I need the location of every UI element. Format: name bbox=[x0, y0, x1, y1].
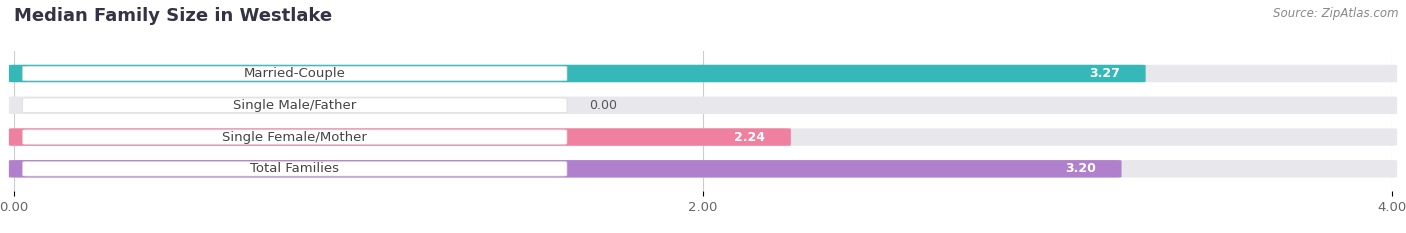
FancyBboxPatch shape bbox=[8, 96, 1398, 114]
FancyBboxPatch shape bbox=[8, 65, 1146, 82]
FancyBboxPatch shape bbox=[8, 128, 790, 146]
Text: Single Female/Mother: Single Female/Mother bbox=[222, 130, 367, 144]
Text: 3.27: 3.27 bbox=[1088, 67, 1119, 80]
Text: Married-Couple: Married-Couple bbox=[243, 67, 346, 80]
FancyBboxPatch shape bbox=[22, 98, 567, 113]
Text: Source: ZipAtlas.com: Source: ZipAtlas.com bbox=[1274, 7, 1399, 20]
Text: 3.20: 3.20 bbox=[1064, 162, 1095, 175]
Text: Median Family Size in Westlake: Median Family Size in Westlake bbox=[14, 7, 332, 25]
Text: 0.00: 0.00 bbox=[589, 99, 617, 112]
FancyBboxPatch shape bbox=[8, 128, 1398, 146]
FancyBboxPatch shape bbox=[22, 66, 567, 81]
FancyBboxPatch shape bbox=[8, 160, 1398, 178]
Text: 2.24: 2.24 bbox=[734, 130, 765, 144]
Text: Total Families: Total Families bbox=[250, 162, 339, 175]
FancyBboxPatch shape bbox=[8, 65, 1398, 82]
FancyBboxPatch shape bbox=[8, 160, 1122, 178]
FancyBboxPatch shape bbox=[22, 130, 567, 144]
Text: Single Male/Father: Single Male/Father bbox=[233, 99, 357, 112]
FancyBboxPatch shape bbox=[22, 161, 567, 176]
